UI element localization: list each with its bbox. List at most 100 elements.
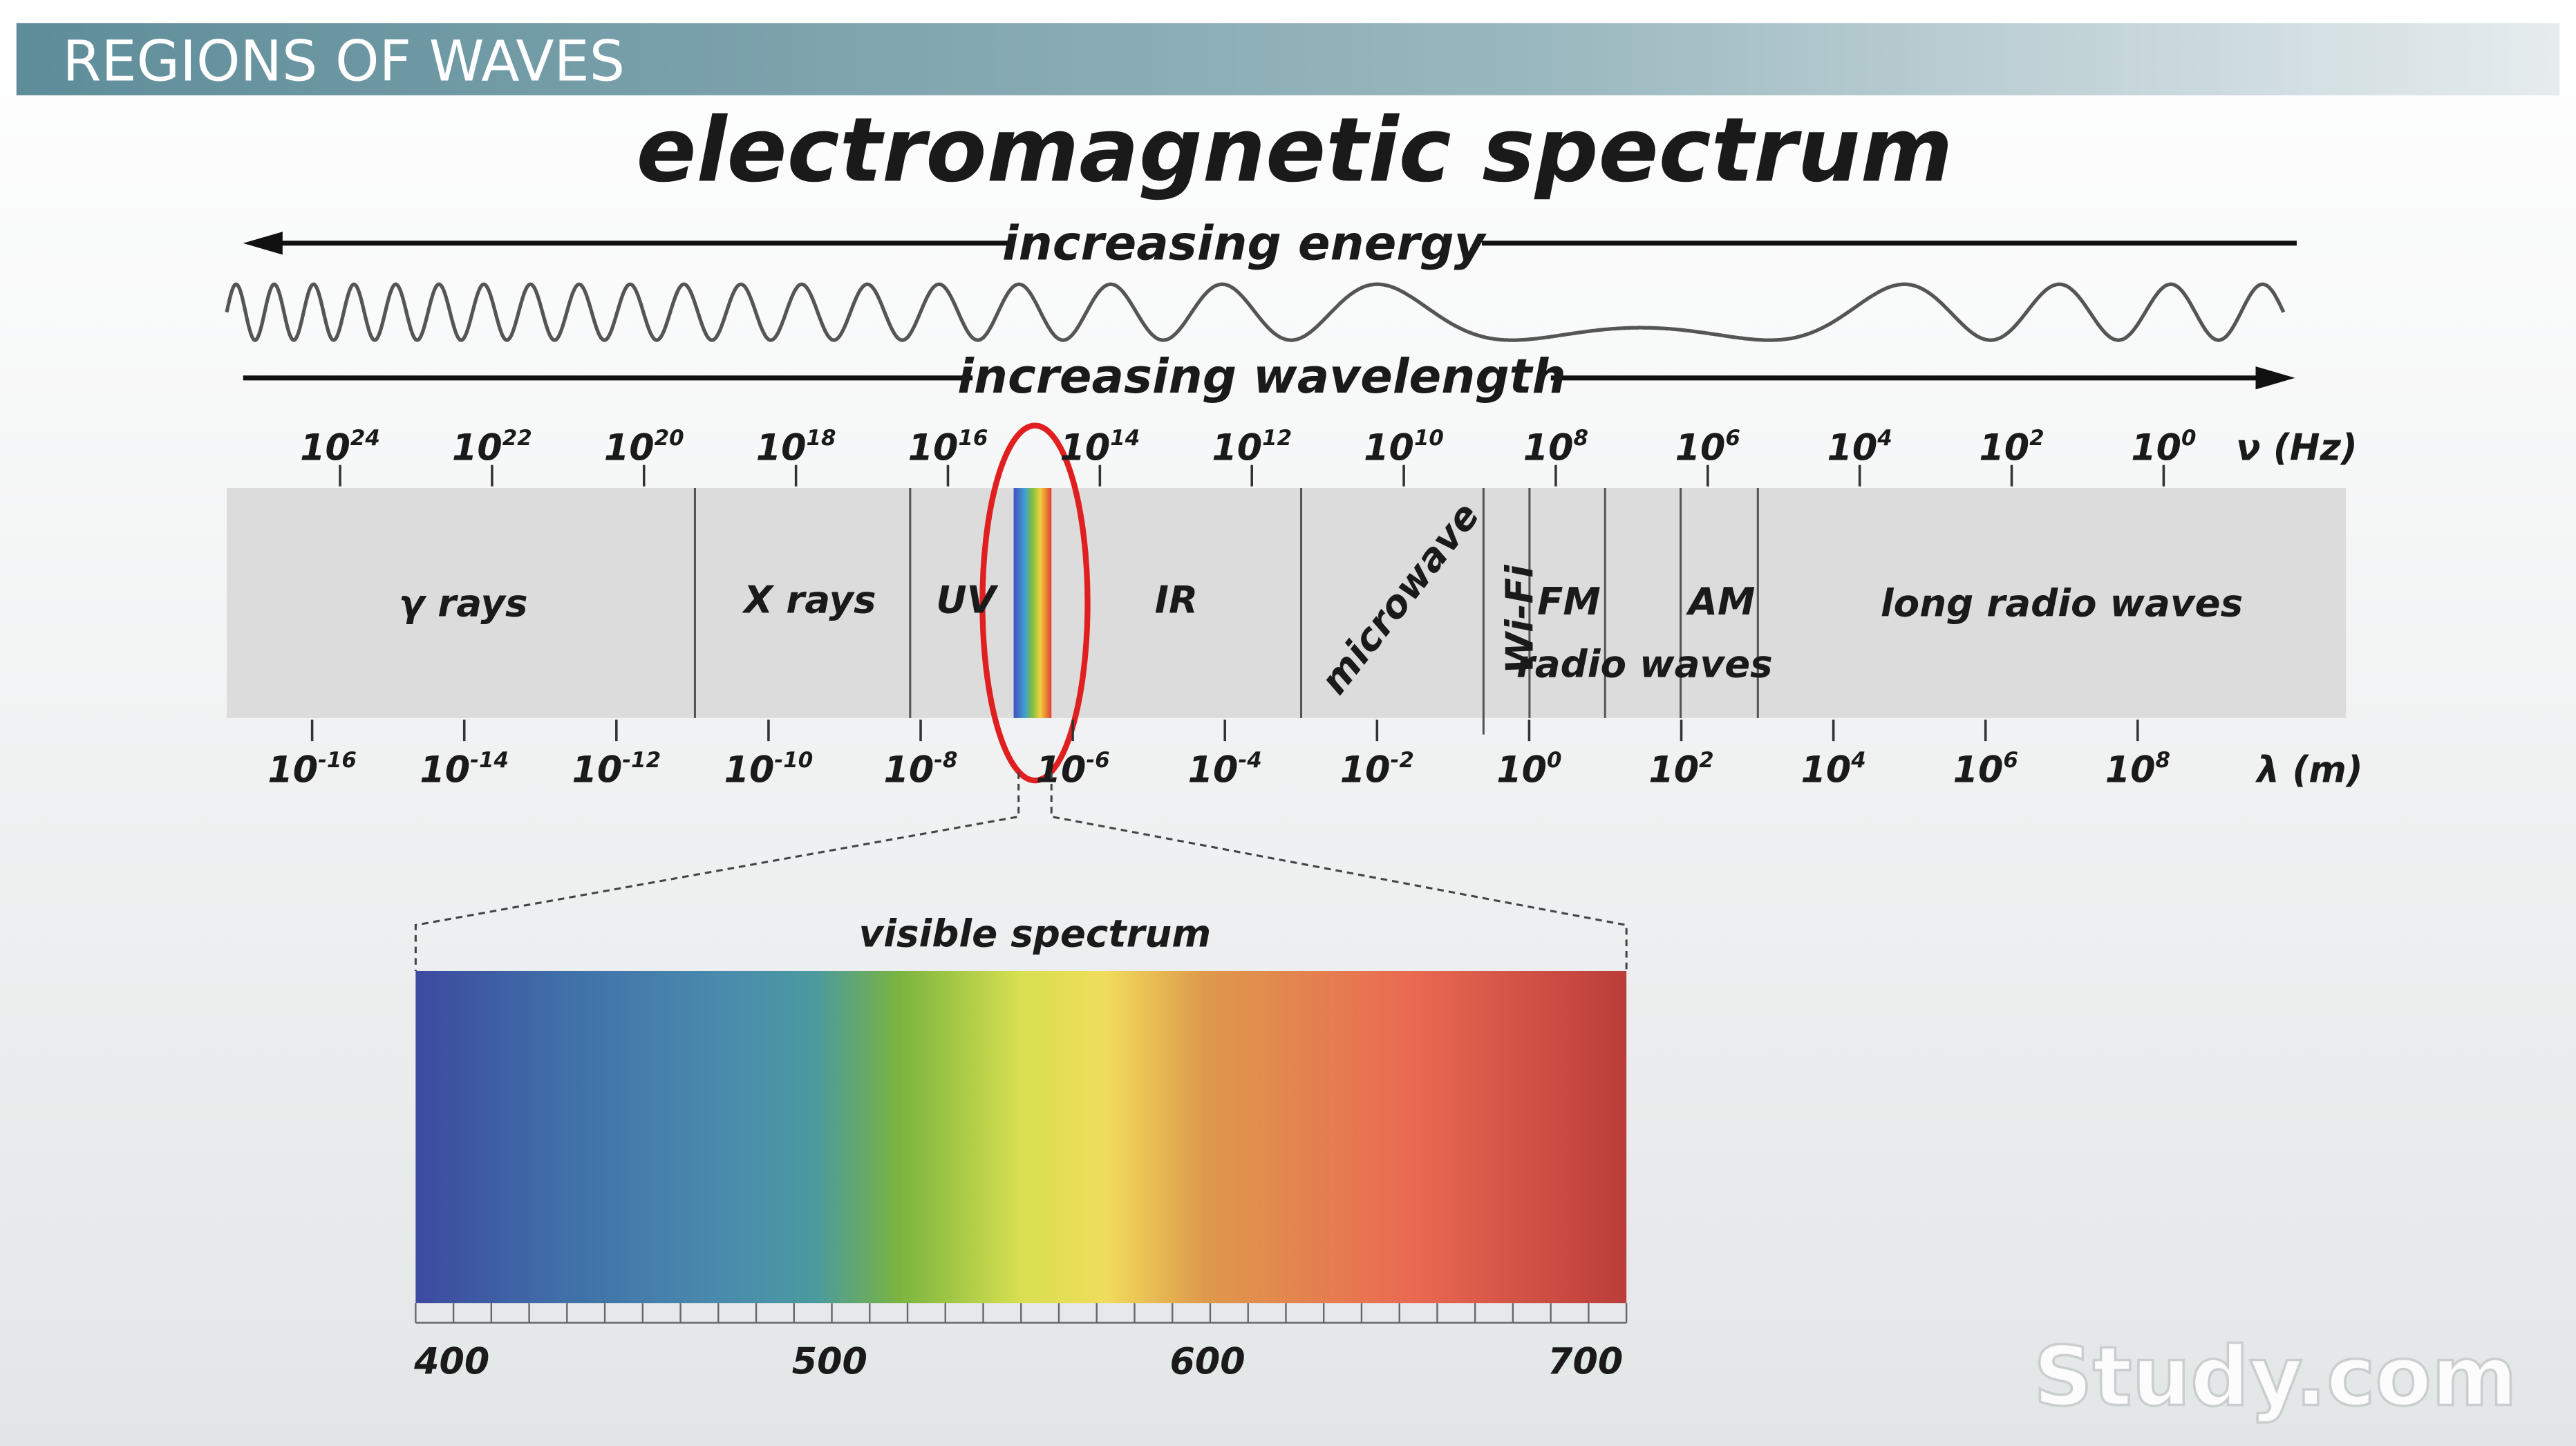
tick-exponent: 6 xyxy=(1725,426,1740,451)
tick-label: 1014 xyxy=(1060,426,1140,469)
arrowhead xyxy=(2255,366,2295,390)
tick-base: 10 xyxy=(267,749,318,791)
tick-label: 10-4 xyxy=(1188,748,1262,791)
visible-tick-label: 500 xyxy=(792,1340,867,1382)
region-label: IR xyxy=(1155,578,1198,622)
visible-spectrum xyxy=(415,970,1627,1304)
tick-exponent: 14 xyxy=(1110,426,1140,451)
tick-base: 10 xyxy=(1675,427,1726,469)
tick-exponent: -2 xyxy=(1391,748,1414,773)
tick-exponent: -4 xyxy=(1238,748,1261,773)
tick-base: 10 xyxy=(1364,427,1414,469)
tick-exponent: 8 xyxy=(2155,748,2170,773)
tick-exponent: 12 xyxy=(1262,426,1292,451)
tick-label: 108 xyxy=(1523,426,1588,469)
visible-label: visible spectrum xyxy=(859,911,1212,955)
tick-label: 1020 xyxy=(604,426,684,469)
tick-label: 104 xyxy=(1827,426,1892,469)
tick-base: 10 xyxy=(1979,427,2029,469)
tick-exponent: 18 xyxy=(806,426,836,451)
tick-label: 1024 xyxy=(300,426,380,469)
tick-base: 10 xyxy=(1340,749,1391,791)
tick-exponent: -12 xyxy=(622,748,661,773)
visible-strip xyxy=(1013,488,1052,718)
wave xyxy=(225,282,2286,342)
tick-base: 10 xyxy=(1212,427,1262,469)
tick-label: 108 xyxy=(2105,748,2170,791)
tick-label: 10-12 xyxy=(572,748,661,791)
tick-exponent: 22 xyxy=(502,426,532,451)
tick-label: 10-2 xyxy=(1340,748,1414,791)
tick-label: 102 xyxy=(1979,426,2044,469)
zoom-lines xyxy=(414,772,1628,971)
tick-label: 100 xyxy=(2131,426,2196,469)
tick-base: 10 xyxy=(1188,749,1239,791)
tick-base: 10 xyxy=(724,749,775,791)
header-title: REGIONS OF WAVES xyxy=(62,29,625,94)
arrowhead xyxy=(243,232,283,255)
tick-exponent: -8 xyxy=(934,748,957,773)
visible-tick-label: 400 xyxy=(413,1340,489,1382)
tick-label: 1010 xyxy=(1364,426,1444,469)
watermark: Study.com xyxy=(2033,1330,2517,1425)
tick-exponent: 0 xyxy=(2181,426,2196,451)
tick-label: 106 xyxy=(1675,426,1740,469)
tick-base: 10 xyxy=(420,749,470,791)
tick-base: 10 xyxy=(1648,749,1699,791)
wavelength-unit: λ (m) xyxy=(2255,749,2363,791)
tick-label: 10-16 xyxy=(267,748,357,791)
tick-exponent: 10 xyxy=(1414,426,1444,451)
spectrum-band xyxy=(227,488,2347,718)
dividers xyxy=(693,488,1759,735)
tick-label: 100 xyxy=(1496,748,1561,791)
tick-base: 10 xyxy=(883,749,934,791)
region-label: Wi-Fi xyxy=(1498,564,1542,674)
tick-exponent: -6 xyxy=(1086,748,1109,773)
tick-exponent: 6 xyxy=(2003,748,2018,773)
tick-base: 10 xyxy=(1523,427,1574,469)
tick-label: 102 xyxy=(1648,748,1713,791)
tick-exponent: 8 xyxy=(1574,426,1588,451)
tick-exponent: -16 xyxy=(318,748,357,773)
energy-label: increasing energy xyxy=(1002,216,1487,272)
header-band xyxy=(16,23,2560,95)
tick-base: 10 xyxy=(1827,427,1878,469)
region-label: X rays xyxy=(742,578,876,622)
region-label: AM xyxy=(1686,579,1756,623)
region-label: long radio waves xyxy=(1881,581,2243,625)
visible-ticks xyxy=(415,1303,1628,1324)
tick-base: 10 xyxy=(1953,749,2004,791)
visible-tick-label: 700 xyxy=(1548,1340,1623,1382)
region-label: FM xyxy=(1537,579,1601,623)
tick-exponent: 20 xyxy=(655,426,684,451)
tick-label: 104 xyxy=(1801,748,1866,791)
tick-exponent: -10 xyxy=(774,748,813,773)
region-label: γ rays xyxy=(399,581,528,625)
diagram-title: electromagnetic spectrum xyxy=(637,99,1953,202)
tick-label: 10-14 xyxy=(420,748,509,791)
tick-base: 10 xyxy=(1496,749,1547,791)
tick-exponent: 16 xyxy=(958,426,988,451)
tick-base: 10 xyxy=(300,427,350,469)
tick-label: 10-6 xyxy=(1036,748,1110,791)
tick-label: 1018 xyxy=(756,426,836,469)
tick-label: 1022 xyxy=(452,426,532,469)
highlight-ellipse xyxy=(979,422,1091,784)
tick-base: 10 xyxy=(1801,749,1852,791)
tick-exponent: 4 xyxy=(1877,426,1892,451)
region-label: radio waves xyxy=(1516,641,1773,686)
tick-label: 10-8 xyxy=(883,748,957,791)
tick-exponent: -14 xyxy=(470,748,509,773)
tick-label: 1016 xyxy=(908,426,988,469)
tick-exponent: 2 xyxy=(2029,426,2044,451)
visible-tick-label: 600 xyxy=(1169,1340,1245,1382)
tick-base: 10 xyxy=(572,749,623,791)
tick-base: 10 xyxy=(604,427,655,469)
wavelength-label: increasing wavelength xyxy=(957,349,1566,404)
tick-exponent: 24 xyxy=(350,426,380,451)
region-label: UV xyxy=(936,578,998,622)
tick-base: 10 xyxy=(2131,427,2181,469)
tick-exponent: 0 xyxy=(1547,748,1561,773)
